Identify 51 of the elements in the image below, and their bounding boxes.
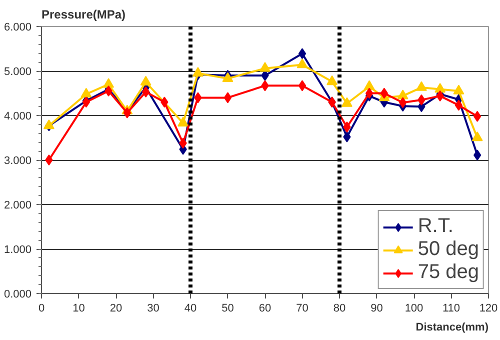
- x-tick-label: 20: [110, 302, 122, 314]
- legend-label: 75 deg: [418, 261, 479, 284]
- x-tick-label: 0: [38, 302, 45, 314]
- x-tick-label: 40: [184, 302, 197, 314]
- point: [142, 86, 150, 98]
- point: [364, 80, 375, 90]
- y-tick-label: 0.000: [4, 288, 32, 300]
- y-tick-label: 5.000: [4, 66, 32, 78]
- point: [298, 48, 306, 60]
- x-tick-label: 70: [296, 302, 308, 314]
- x-tick-label: 110: [442, 302, 460, 314]
- point: [222, 72, 234, 82]
- point: [140, 76, 152, 86]
- y-tick-label: 2.000: [4, 200, 32, 212]
- point: [365, 88, 374, 99]
- x-tick-label: 30: [147, 302, 160, 314]
- point: [326, 75, 338, 86]
- y-tick-label: 3.000: [4, 155, 32, 167]
- point: [103, 78, 114, 88]
- point: [434, 82, 446, 93]
- x-tick-label: 50: [222, 302, 234, 314]
- x-tick-label: 10: [72, 302, 85, 314]
- point: [397, 90, 408, 100]
- point: [473, 150, 482, 161]
- x-axis-title: Distance(mm): [416, 322, 489, 334]
- point: [260, 62, 270, 72]
- point: [472, 131, 483, 142]
- point: [416, 81, 427, 91]
- y-tick-label: 4.000: [4, 110, 32, 122]
- legend-label: 50 deg: [418, 238, 479, 261]
- x-tick-label: 100: [404, 302, 424, 314]
- point: [298, 80, 306, 92]
- point: [296, 58, 308, 68]
- legend-label: R.T.: [418, 215, 454, 238]
- x-tick-label: 120: [479, 302, 498, 314]
- point: [454, 100, 463, 111]
- y-tick-label: 6.000: [4, 22, 32, 34]
- point: [178, 116, 189, 126]
- point: [453, 84, 464, 94]
- point: [473, 110, 482, 122]
- point: [398, 97, 407, 108]
- point: [380, 88, 388, 99]
- y-axis-title: Pressure(MPa): [42, 8, 126, 22]
- x-tick-label: 60: [258, 302, 272, 314]
- x-tick-label: 80: [333, 302, 346, 314]
- x-tick-label: 90: [370, 302, 383, 314]
- point: [80, 88, 92, 98]
- point: [224, 92, 232, 104]
- point: [45, 154, 53, 166]
- point: [341, 97, 352, 107]
- y-tick-label: 1.000: [4, 244, 32, 256]
